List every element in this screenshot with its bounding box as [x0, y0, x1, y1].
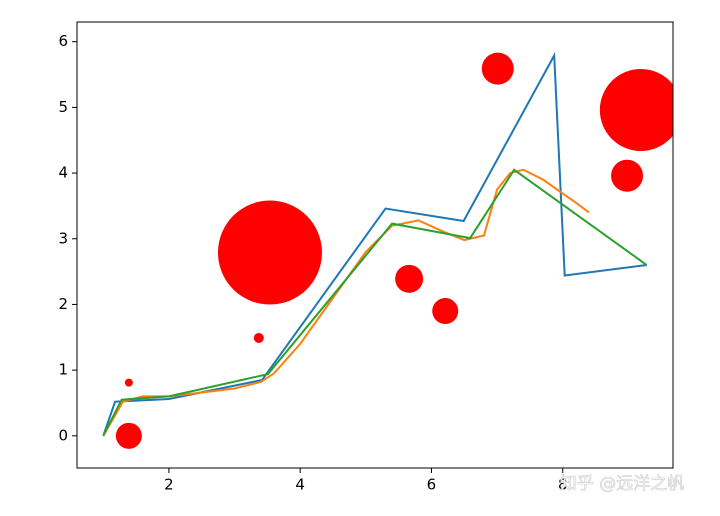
x-tick-label: 8 [558, 476, 568, 494]
scatter-point [253, 332, 264, 343]
scatter-point [432, 298, 459, 325]
y-tick-label: 1 [58, 361, 68, 379]
plot-area [102, 51, 673, 449]
y-tick-label: 6 [58, 32, 68, 50]
scatter-point [599, 69, 673, 152]
y-tick-label: 5 [58, 98, 68, 116]
y-tick-label: 2 [58, 295, 68, 313]
line [102, 168, 648, 437]
x-tick-label: 4 [295, 476, 305, 494]
y-tick-label: 3 [58, 229, 68, 247]
scatter-point [217, 200, 322, 305]
y-tick-label: 4 [58, 164, 68, 182]
scatter-point [124, 378, 133, 387]
watermark: 知乎 @远洋之帆 [560, 474, 684, 494]
scatter-point [115, 422, 142, 449]
scatter-point [395, 264, 424, 293]
scatter-point [481, 52, 514, 85]
x-tick-label: 6 [427, 476, 437, 494]
axes-frame [76, 21, 674, 469]
y-tick-label: 0 [58, 426, 68, 444]
line [102, 51, 647, 437]
scatter-point [611, 159, 644, 192]
x-tick-label: 2 [164, 476, 174, 494]
